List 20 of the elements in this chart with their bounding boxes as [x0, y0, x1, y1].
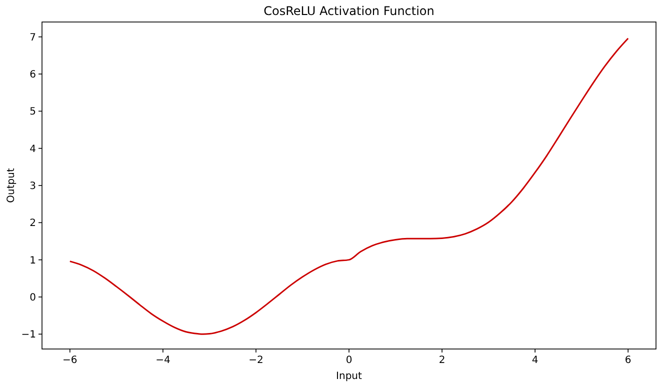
chart-title: CosReLU Activation Function [264, 4, 434, 18]
y-tick-label: 4 [30, 144, 36, 155]
x-axis-title: Input [336, 371, 362, 382]
y-axis-title: Output [6, 168, 17, 203]
y-tick-label: 5 [30, 106, 36, 118]
y-tick-label: 7 [30, 32, 36, 44]
x-tick-label: −4 [156, 355, 170, 366]
x-tick-label: 6 [624, 355, 632, 366]
x-tick-label: −2 [248, 355, 264, 366]
y-tick-label: 0 [30, 292, 36, 304]
y-tick-label: 3 [30, 181, 36, 192]
x-tick-label: 4 [532, 355, 538, 366]
x-tick-label: −6 [62, 355, 78, 366]
y-tick-label: 2 [30, 218, 36, 230]
x-tick-label: 0 [346, 355, 352, 366]
y-tick-label: 6 [30, 70, 36, 81]
y-tick-label: 1 [30, 255, 36, 266]
y-tick-label: −1 [21, 330, 36, 341]
x-tick-label: 2 [438, 355, 446, 366]
line-series [69, 38, 629, 335]
